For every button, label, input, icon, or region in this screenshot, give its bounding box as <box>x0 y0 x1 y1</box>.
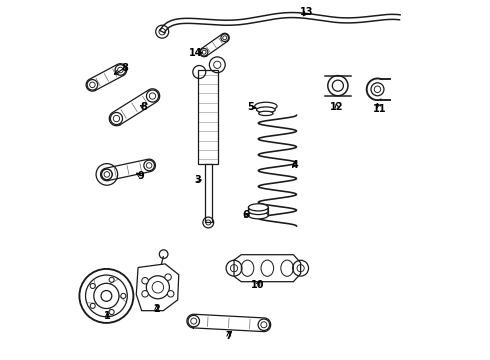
Text: 13: 13 <box>300 6 314 17</box>
Text: 3: 3 <box>194 175 201 185</box>
Text: 1: 1 <box>104 311 111 321</box>
Bar <box>205 164 212 222</box>
Polygon shape <box>234 255 301 282</box>
Ellipse shape <box>248 204 268 211</box>
Ellipse shape <box>255 102 277 110</box>
Ellipse shape <box>281 260 294 276</box>
Ellipse shape <box>261 260 273 276</box>
Text: 2: 2 <box>153 304 160 314</box>
Ellipse shape <box>257 107 275 113</box>
Text: 14: 14 <box>189 48 202 58</box>
Text: 12: 12 <box>330 102 343 112</box>
Polygon shape <box>136 264 179 311</box>
Text: 5: 5 <box>247 102 254 112</box>
Ellipse shape <box>248 207 268 215</box>
Bar <box>198 70 219 164</box>
Text: 11: 11 <box>373 104 387 114</box>
Text: 4: 4 <box>291 160 298 170</box>
Text: 7: 7 <box>225 330 232 341</box>
Ellipse shape <box>241 260 254 276</box>
Text: 8: 8 <box>140 102 147 112</box>
Text: 8: 8 <box>122 63 128 73</box>
Circle shape <box>142 278 148 284</box>
Text: 9: 9 <box>137 171 144 181</box>
Circle shape <box>168 291 174 297</box>
Circle shape <box>142 291 148 297</box>
Ellipse shape <box>259 111 273 116</box>
Text: 10: 10 <box>251 280 264 290</box>
Text: 6: 6 <box>243 210 249 220</box>
Circle shape <box>165 274 172 280</box>
Ellipse shape <box>248 212 268 219</box>
